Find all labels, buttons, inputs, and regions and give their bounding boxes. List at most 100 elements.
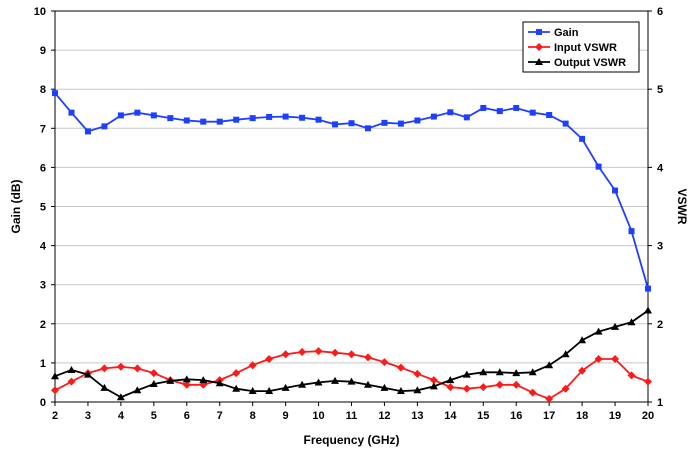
data-point — [595, 163, 602, 170]
x-tick-label: 20 — [642, 410, 654, 422]
data-point — [463, 114, 470, 121]
data-point — [512, 369, 521, 377]
data-point — [83, 370, 92, 378]
data-point — [446, 383, 455, 392]
data-point — [462, 384, 471, 393]
series-group — [51, 90, 652, 403]
data-point — [645, 285, 651, 292]
data-point — [281, 383, 290, 391]
data-point — [447, 109, 454, 116]
x-tick-label: 16 — [510, 410, 522, 422]
data-point — [495, 380, 504, 389]
data-point — [67, 365, 76, 373]
data-point — [232, 369, 241, 378]
data-point — [215, 379, 224, 387]
data-point — [430, 113, 437, 120]
data-point — [513, 104, 520, 111]
data-point — [529, 109, 536, 116]
data-point — [149, 369, 158, 378]
data-point — [644, 377, 652, 386]
x-tick-label: 7 — [217, 410, 223, 422]
data-point — [298, 380, 307, 388]
data-point — [347, 377, 356, 385]
data-point — [100, 364, 109, 373]
data-point — [627, 318, 636, 326]
x-tick-label: 12 — [378, 410, 390, 422]
data-point — [594, 327, 603, 335]
x-tick-label: 17 — [543, 410, 555, 422]
data-point — [265, 387, 274, 395]
data-point — [535, 43, 543, 51]
legend-label: Output VSWR — [554, 57, 626, 69]
data-point — [68, 109, 75, 116]
data-point — [462, 370, 471, 378]
data-point — [149, 380, 158, 388]
y-tick-label-right: 4 — [657, 162, 664, 174]
x-tick-label: 6 — [184, 410, 190, 422]
y-tick-label-left: 5 — [40, 202, 46, 214]
data-point — [429, 382, 438, 390]
data-point — [364, 125, 371, 132]
data-point — [627, 371, 636, 380]
y-tick-label-left: 3 — [40, 280, 46, 292]
data-point — [51, 372, 59, 380]
series-output-vswr — [51, 306, 652, 401]
data-point — [314, 378, 323, 386]
legend: Gain Input VSWR Output VSWR — [522, 21, 640, 73]
data-point — [396, 387, 405, 395]
x-tick-label: 5 — [151, 410, 157, 422]
data-point — [52, 90, 58, 97]
y-axis-title-right: VSWR — [675, 189, 689, 225]
x-tick-label: 4 — [118, 410, 125, 422]
data-point — [67, 377, 76, 386]
data-point — [644, 306, 652, 314]
y-tick-label-left: 10 — [34, 6, 46, 18]
data-point — [535, 58, 543, 65]
data-point — [299, 114, 306, 121]
data-point — [578, 366, 587, 375]
data-point — [248, 387, 257, 395]
y-tick-label-left: 9 — [40, 45, 46, 57]
data-point — [612, 187, 619, 194]
data-point — [479, 383, 488, 392]
data-point — [331, 348, 340, 357]
data-point — [183, 117, 190, 124]
x-tick-label: 14 — [444, 410, 457, 422]
data-point — [611, 322, 620, 330]
y-tick-label-right: 5 — [657, 84, 663, 96]
x-tick-label: 15 — [477, 410, 489, 422]
data-point — [562, 120, 569, 127]
data-point — [166, 376, 175, 384]
data-point — [282, 113, 289, 120]
x-tick-label: 11 — [346, 410, 358, 422]
data-point — [150, 112, 157, 119]
data-point — [199, 376, 208, 384]
y-tick-label-left: 0 — [40, 397, 46, 409]
data-point — [413, 369, 422, 378]
y-tick-label-right: 3 — [657, 241, 663, 253]
data-point — [248, 361, 257, 370]
data-point — [281, 350, 290, 359]
data-point — [116, 393, 125, 401]
data-point — [167, 115, 174, 122]
data-point — [628, 228, 635, 235]
data-point — [363, 353, 372, 362]
legend-label: Input VSWR — [554, 42, 617, 54]
x-tick-label: 8 — [250, 410, 256, 422]
data-point — [561, 384, 570, 393]
data-point — [100, 383, 109, 391]
legend-item: Input VSWR — [528, 42, 617, 54]
data-point — [347, 350, 356, 359]
x-tick-label: 3 — [85, 410, 91, 422]
data-point — [116, 362, 125, 371]
data-point — [446, 376, 455, 384]
y-axis-title-left: Gain (dB) — [9, 180, 23, 234]
data-point — [298, 347, 307, 356]
data-point — [348, 120, 355, 127]
axis-ticks: 2 3 4 5 6 7 8 9 10 11 12 13 14 15 16 17 18 19 200123456789… — [34, 6, 664, 422]
y-tick-label-right: 1 — [657, 397, 663, 409]
data-point — [545, 361, 554, 369]
data-point — [414, 117, 421, 124]
series-gain — [52, 90, 651, 292]
data-point — [314, 347, 323, 356]
